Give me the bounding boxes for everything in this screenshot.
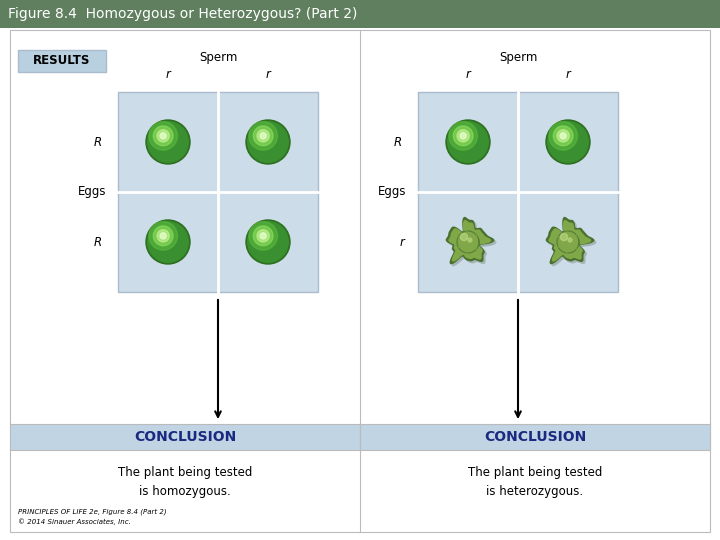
Polygon shape bbox=[449, 220, 491, 261]
Text: r: r bbox=[466, 68, 470, 80]
Circle shape bbox=[257, 130, 269, 142]
FancyBboxPatch shape bbox=[10, 30, 710, 532]
Polygon shape bbox=[549, 220, 591, 261]
Text: R: R bbox=[94, 136, 102, 148]
Circle shape bbox=[553, 126, 573, 146]
Circle shape bbox=[157, 230, 169, 242]
Circle shape bbox=[257, 230, 269, 242]
FancyBboxPatch shape bbox=[18, 50, 106, 72]
Text: Sperm: Sperm bbox=[199, 51, 237, 64]
Circle shape bbox=[448, 122, 488, 162]
Circle shape bbox=[557, 130, 570, 142]
Text: CONCLUSION: CONCLUSION bbox=[484, 430, 586, 444]
Circle shape bbox=[146, 220, 190, 264]
Circle shape bbox=[157, 130, 169, 142]
Circle shape bbox=[153, 226, 173, 246]
Circle shape bbox=[546, 120, 590, 164]
Circle shape bbox=[249, 221, 277, 250]
Text: r: r bbox=[266, 68, 271, 80]
Text: Figure 8.4  Homozygous or Heterozygous? (Part 2): Figure 8.4 Homozygous or Heterozygous? (… bbox=[8, 7, 357, 21]
FancyBboxPatch shape bbox=[360, 424, 710, 450]
Circle shape bbox=[548, 122, 588, 162]
Circle shape bbox=[260, 133, 266, 139]
Text: CONCLUSION: CONCLUSION bbox=[134, 430, 236, 444]
Circle shape bbox=[160, 233, 166, 239]
Circle shape bbox=[248, 222, 288, 262]
Text: r: r bbox=[166, 68, 171, 80]
Text: Eggs: Eggs bbox=[378, 186, 406, 199]
Circle shape bbox=[248, 122, 288, 162]
Circle shape bbox=[246, 120, 290, 164]
Circle shape bbox=[468, 238, 472, 242]
Circle shape bbox=[249, 122, 277, 150]
Circle shape bbox=[246, 220, 290, 264]
Polygon shape bbox=[546, 217, 595, 264]
Circle shape bbox=[148, 222, 188, 262]
Circle shape bbox=[146, 120, 190, 164]
Polygon shape bbox=[448, 219, 497, 266]
Circle shape bbox=[560, 133, 566, 139]
Text: PRINCIPLES OF LIFE 2e, Figure 8.4 (Part 2): PRINCIPLES OF LIFE 2e, Figure 8.4 (Part … bbox=[18, 509, 166, 515]
Text: © 2014 Sinauer Associates, Inc.: © 2014 Sinauer Associates, Inc. bbox=[18, 518, 131, 525]
Text: Eggs: Eggs bbox=[78, 186, 107, 199]
Text: RESULTS: RESULTS bbox=[33, 55, 91, 68]
Text: R: R bbox=[394, 136, 402, 148]
Circle shape bbox=[260, 233, 266, 239]
Circle shape bbox=[460, 233, 467, 241]
FancyBboxPatch shape bbox=[10, 424, 360, 450]
FancyBboxPatch shape bbox=[118, 92, 318, 292]
Circle shape bbox=[457, 130, 469, 142]
Circle shape bbox=[446, 120, 490, 164]
Circle shape bbox=[149, 122, 177, 150]
Text: r: r bbox=[400, 235, 405, 248]
Polygon shape bbox=[446, 217, 495, 264]
FancyBboxPatch shape bbox=[0, 0, 720, 28]
Circle shape bbox=[153, 126, 173, 146]
Circle shape bbox=[454, 126, 473, 146]
Circle shape bbox=[253, 226, 273, 246]
Circle shape bbox=[549, 122, 577, 150]
Circle shape bbox=[149, 221, 177, 250]
Polygon shape bbox=[548, 219, 597, 266]
Text: r: r bbox=[566, 68, 570, 80]
Circle shape bbox=[148, 122, 188, 162]
Circle shape bbox=[568, 238, 572, 242]
Circle shape bbox=[160, 133, 166, 139]
Circle shape bbox=[253, 126, 273, 146]
Circle shape bbox=[460, 133, 467, 139]
Text: R: R bbox=[94, 235, 102, 248]
Text: The plant being tested
is homozygous.: The plant being tested is homozygous. bbox=[118, 466, 252, 498]
Text: Sperm: Sperm bbox=[499, 51, 537, 64]
Circle shape bbox=[560, 233, 567, 241]
FancyBboxPatch shape bbox=[418, 92, 618, 292]
Circle shape bbox=[449, 122, 477, 150]
Text: The plant being tested
is heterozygous.: The plant being tested is heterozygous. bbox=[468, 466, 602, 498]
